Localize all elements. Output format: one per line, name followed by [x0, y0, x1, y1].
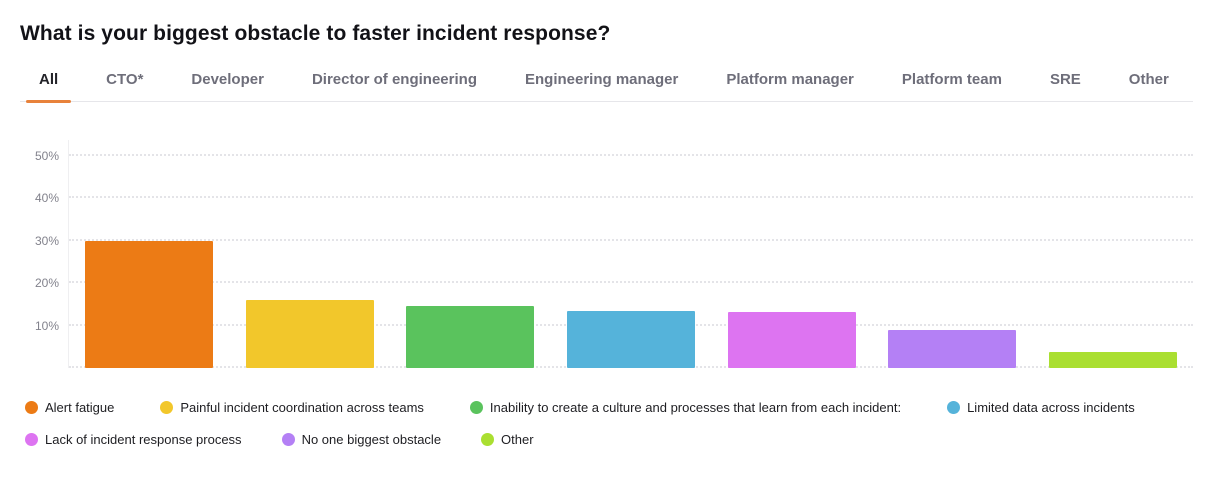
gridline-50: [69, 153, 1193, 156]
tab-platform-team[interactable]: Platform team: [889, 71, 1015, 101]
tab-platform-manager[interactable]: Platform manager: [713, 71, 867, 101]
bar-slot: [1032, 140, 1193, 368]
tab-all[interactable]: All: [26, 71, 72, 103]
legend-item-alert-fatigue: Alert fatigue: [25, 400, 114, 415]
legend-color-dot: [25, 432, 38, 446]
bar-slot: [872, 140, 1033, 368]
legend-label: No one biggest obstacle: [301, 431, 442, 447]
bar-slot: [230, 140, 391, 368]
y-axis-tick-40: 40%: [34, 191, 59, 205]
legend-row: Alert fatigue Painful incident coordinati…: [25, 398, 1218, 416]
bar-slot: [711, 140, 872, 368]
bar-slot: [390, 140, 551, 368]
tab-sre[interactable]: SRE: [1037, 71, 1094, 101]
bar-chart: 10% 20% 30% 40% 50%: [0, 140, 1193, 368]
y-axis-tick-50: 50%: [34, 148, 59, 163]
bar-painful-incident-coordination-across-teams[interactable]: [245, 300, 374, 368]
y-axis-tick-10: 10%: [34, 318, 59, 333]
chart-legend: Alert fatigue Painful incident coordinati…: [0, 398, 1218, 448]
bar-no-one-biggest-obstacle[interactable]: [888, 329, 1017, 368]
legend-color-dot: [281, 432, 295, 446]
gridline-40: [69, 196, 1193, 198]
bar-slot: [551, 140, 712, 368]
legend-item-lack-of-incident-response-process: Lack of incident response process: [25, 432, 242, 447]
tab-developer[interactable]: Developer: [178, 71, 277, 101]
legend-item-painful-incident-coordination-across-teams: Painful incident coordination across tea…: [160, 400, 424, 415]
tab-bar: All CTO* Developer Director of engineering E…: [20, 71, 1193, 103]
legend-color-dot: [160, 400, 174, 414]
y-axis-tick-30: 30%: [34, 233, 59, 248]
legend-label: Inability to create a culture and proces…: [489, 399, 902, 415]
tab-other[interactable]: Other: [1116, 71, 1182, 101]
tab-engineering-manager[interactable]: Engineering manager: [512, 71, 691, 101]
legend-label: Alert fatigue: [45, 399, 115, 415]
bars-container: [69, 140, 1193, 368]
bar-other[interactable]: [1048, 351, 1177, 368]
legend-item-limited-data-across-incidents: Limited data across incidents: [947, 400, 1135, 415]
legend-label: Limited data across incidents: [967, 399, 1135, 415]
plot-area: 10% 20% 30% 40% 50%: [35, 140, 1193, 368]
tab-cto[interactable]: CTO*: [93, 71, 156, 101]
legend-label: Painful incident coordination across tea…: [180, 399, 424, 415]
legend-color-dot: [25, 400, 38, 414]
bar-slot: [69, 140, 230, 368]
page-title: What is your biggest obstacle to faster …: [20, 22, 611, 45]
gridline-30: [69, 238, 1193, 241]
tab-director-of-engineering[interactable]: Director of engineering: [299, 71, 490, 101]
bar-lack-of-incident-response-process[interactable]: [727, 311, 856, 368]
bar-inability-to-create-a-culture-and-processes-that-learn-from-each-incident[interactable]: [406, 306, 535, 368]
bar-alert-fatigue[interactable]: [85, 240, 214, 368]
legend-item-inability-to-create-a-culture-and-processes-that-learn-from-each-incident: Inability to create a culture and proces…: [469, 399, 902, 415]
gridline-20: [69, 281, 1193, 283]
legend-label: Lack of incident response process: [45, 431, 242, 447]
legend-item-other: Other: [481, 432, 534, 447]
legend-row: Lack of incident response process No one …: [25, 430, 1218, 448]
legend-color-dot: [469, 400, 483, 414]
bar-limited-data-across-incidents[interactable]: [567, 311, 696, 368]
legend-color-dot: [947, 400, 961, 414]
legend-label: Other: [501, 431, 534, 447]
legend-item-no-one-biggest-obstacle: No one biggest obstacle: [281, 431, 442, 447]
legend-color-dot: [481, 432, 495, 446]
y-axis-tick-20: 20%: [34, 276, 59, 290]
